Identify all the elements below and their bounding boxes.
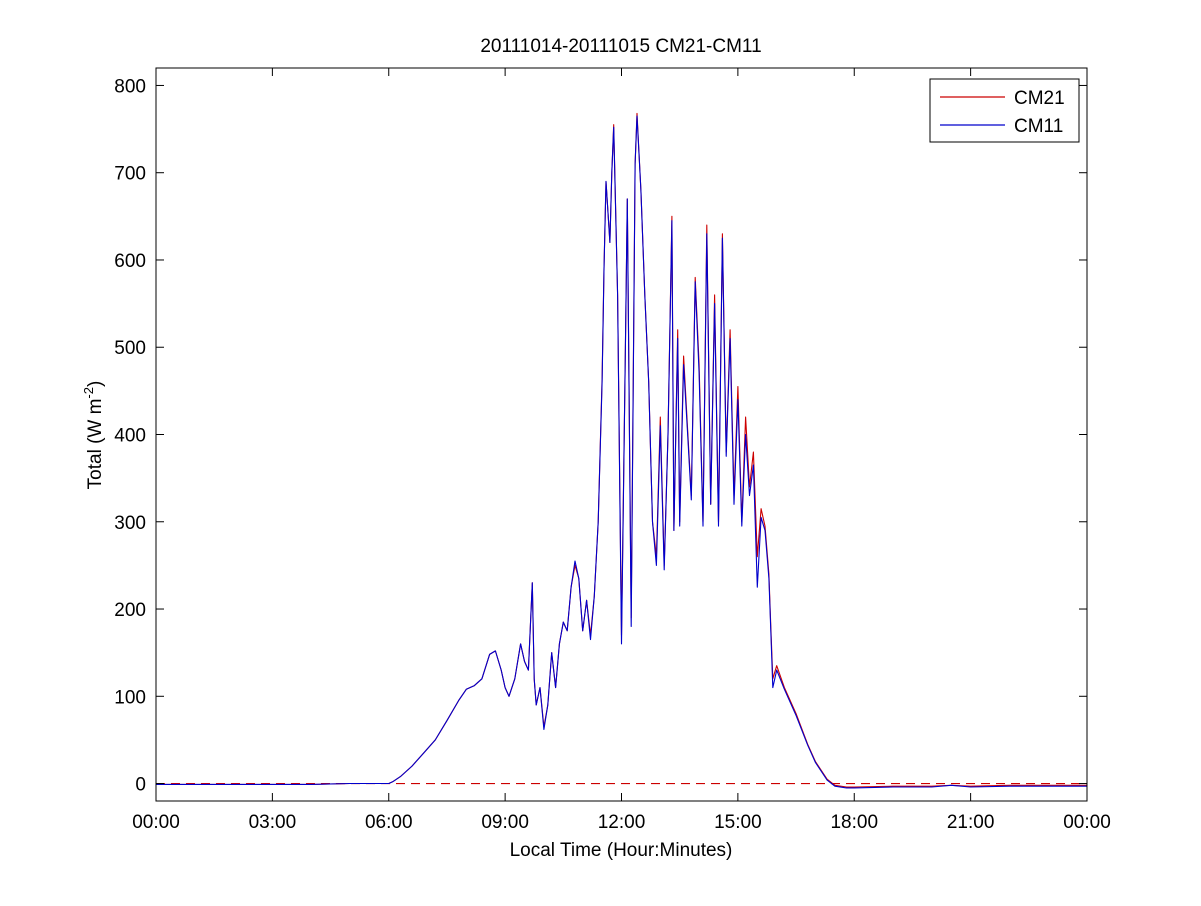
y-tick-label: 800 — [114, 76, 146, 97]
y-tick-label: 400 — [114, 426, 146, 447]
x-axis-label: Local Time (Hour:Minutes) — [510, 840, 733, 861]
y-tick-label: 0 — [135, 775, 146, 796]
x-tick-label: 12:00 — [598, 812, 646, 833]
x-tick-label: 06:00 — [365, 812, 413, 833]
y-axis-label-main: Total (W m — [85, 399, 106, 490]
chart-title: 20111014-20111015 CM21-CM11 — [480, 36, 761, 57]
legend-label-cm11: CM11 — [1014, 116, 1063, 137]
x-tick-label: 00:00 — [1063, 812, 1111, 833]
y-tick-label: 100 — [114, 687, 146, 708]
y-axis-label-close: ) — [85, 381, 106, 387]
y-tick-label: 300 — [114, 513, 146, 534]
legend-label-cm21: CM21 — [1014, 88, 1065, 109]
x-tick-label: 18:00 — [830, 812, 878, 833]
x-tick-label: 15:00 — [714, 812, 762, 833]
x-tick-label: 00:00 — [132, 812, 180, 833]
y-tick-label: 600 — [114, 251, 146, 272]
x-tick-label: 21:00 — [947, 812, 995, 833]
legend: CM21 CM11 — [929, 78, 1080, 143]
y-tick-label: 200 — [114, 600, 146, 621]
y-tick-label: 700 — [114, 164, 146, 185]
legend-box — [929, 78, 1080, 143]
y-axis-label: Total (W m-2) — [81, 381, 106, 490]
x-tick-label: 03:00 — [249, 812, 297, 833]
y-tick-label: 500 — [114, 338, 146, 359]
y-axis-label-superscript: -2 — [81, 387, 96, 399]
plot-background — [156, 68, 1087, 801]
x-tick-label: 09:00 — [481, 812, 529, 833]
series-line-cm11 — [156, 115, 1087, 789]
plot-area: 00:00 03:00 06:00 09:00 12:00 15:00 18:00 21:00… — [114, 67, 1111, 833]
